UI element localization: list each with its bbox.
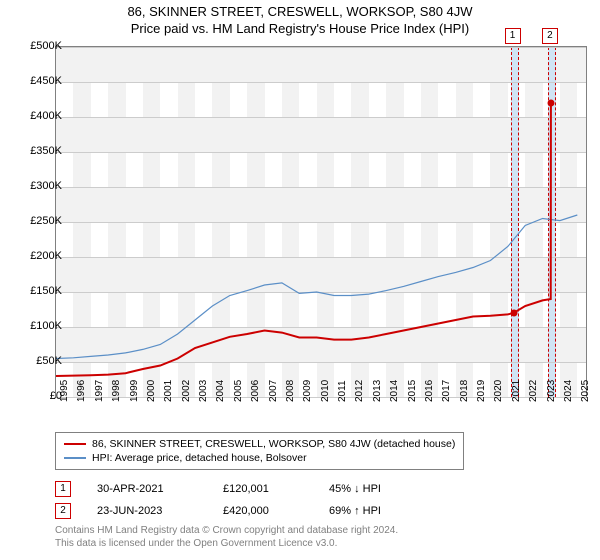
- y-tick-label: £150K: [30, 285, 62, 297]
- plot-svg: [56, 47, 586, 397]
- sale-date: 23-JUN-2023: [97, 505, 197, 517]
- sale-table: 1 30-APR-2021 £120,001 45% ↓ HPI 2 23-JUN-202…: [55, 478, 429, 522]
- x-tick-label: 2021: [511, 380, 522, 402]
- y-tick-label: £250K: [30, 215, 62, 227]
- sale-flag: 2: [55, 503, 71, 519]
- y-tick-label: £500K: [30, 40, 62, 52]
- series-line: [56, 103, 551, 376]
- x-tick-label: 2025: [580, 380, 591, 402]
- x-tick-label: 2010: [320, 380, 331, 402]
- x-tick-label: 2024: [563, 380, 574, 402]
- x-tick-label: 2009: [302, 380, 313, 402]
- sale-row: 1 30-APR-2021 £120,001 45% ↓ HPI: [55, 478, 429, 500]
- sale-price: £120,001: [223, 483, 303, 495]
- x-tick-label: 2006: [250, 380, 261, 402]
- sale-date: 30-APR-2021: [97, 483, 197, 495]
- x-tick-label: 2016: [424, 380, 435, 402]
- legend-label-hpi: HPI: Average price, detached house, Bols…: [92, 452, 307, 464]
- marker-point: [547, 100, 554, 107]
- x-tick-label: 2019: [476, 380, 487, 402]
- marker-flag: 2: [542, 28, 558, 44]
- x-tick-label: 1996: [76, 380, 87, 402]
- credits-line-2: This data is licensed under the Open Gov…: [55, 537, 398, 550]
- x-tick-label: 2007: [268, 380, 279, 402]
- y-tick-label: £350K: [30, 145, 62, 157]
- legend-row-1: 86, SKINNER STREET, CRESWELL, WORKSOP, S…: [64, 437, 455, 451]
- legend-label-property: 86, SKINNER STREET, CRESWELL, WORKSOP, S…: [92, 438, 455, 450]
- x-tick-label: 1999: [129, 380, 140, 402]
- x-tick-label: 1998: [111, 380, 122, 402]
- y-tick-label: £50K: [36, 355, 62, 367]
- legend-swatch-hpi: [64, 457, 86, 459]
- marker-flag: 1: [505, 28, 521, 44]
- x-tick-label: 2008: [285, 380, 296, 402]
- y-tick-label: £100K: [30, 320, 62, 332]
- sale-price: £420,000: [223, 505, 303, 517]
- x-tick-label: 2012: [354, 380, 365, 402]
- sale-flag: 1: [55, 481, 71, 497]
- x-tick-label: 2002: [181, 380, 192, 402]
- marker-point: [510, 309, 517, 316]
- credits-line-1: Contains HM Land Registry data © Crown c…: [55, 524, 398, 537]
- y-tick-label: £300K: [30, 180, 62, 192]
- chart-title: 86, SKINNER STREET, CRESWELL, WORKSOP, S…: [0, 0, 600, 19]
- y-tick-label: £200K: [30, 250, 62, 262]
- plot-area: [55, 46, 587, 398]
- y-tick-label: £400K: [30, 110, 62, 122]
- y-tick-label: £450K: [30, 75, 62, 87]
- x-tick-label: 2023: [546, 380, 557, 402]
- x-tick-label: 2011: [337, 380, 348, 402]
- x-tick-label: 2003: [198, 380, 209, 402]
- x-tick-label: 2018: [459, 380, 470, 402]
- legend-row-2: HPI: Average price, detached house, Bols…: [64, 451, 455, 465]
- x-tick-label: 2000: [146, 380, 157, 402]
- sale-diff: 69% ↑ HPI: [329, 505, 429, 517]
- x-tick-label: 2013: [372, 380, 383, 402]
- x-tick-label: 2005: [233, 380, 244, 402]
- legend-box: 86, SKINNER STREET, CRESWELL, WORKSOP, S…: [55, 432, 464, 470]
- chart-container: 86, SKINNER STREET, CRESWELL, WORKSOP, S…: [0, 0, 600, 560]
- x-tick-label: 2001: [163, 380, 174, 402]
- x-tick-label: 2022: [528, 380, 539, 402]
- x-tick-label: 2015: [407, 380, 418, 402]
- x-tick-label: 2004: [215, 380, 226, 402]
- legend-swatch-property: [64, 443, 86, 446]
- sale-diff: 45% ↓ HPI: [329, 483, 429, 495]
- x-tick-label: 1997: [94, 380, 105, 402]
- x-tick-label: 2020: [493, 380, 504, 402]
- sale-row: 2 23-JUN-2023 £420,000 69% ↑ HPI: [55, 500, 429, 522]
- x-tick-label: 2017: [441, 380, 452, 402]
- credits: Contains HM Land Registry data © Crown c…: [55, 524, 398, 550]
- x-tick-label: 2014: [389, 380, 400, 402]
- x-tick-label: 1995: [59, 380, 70, 402]
